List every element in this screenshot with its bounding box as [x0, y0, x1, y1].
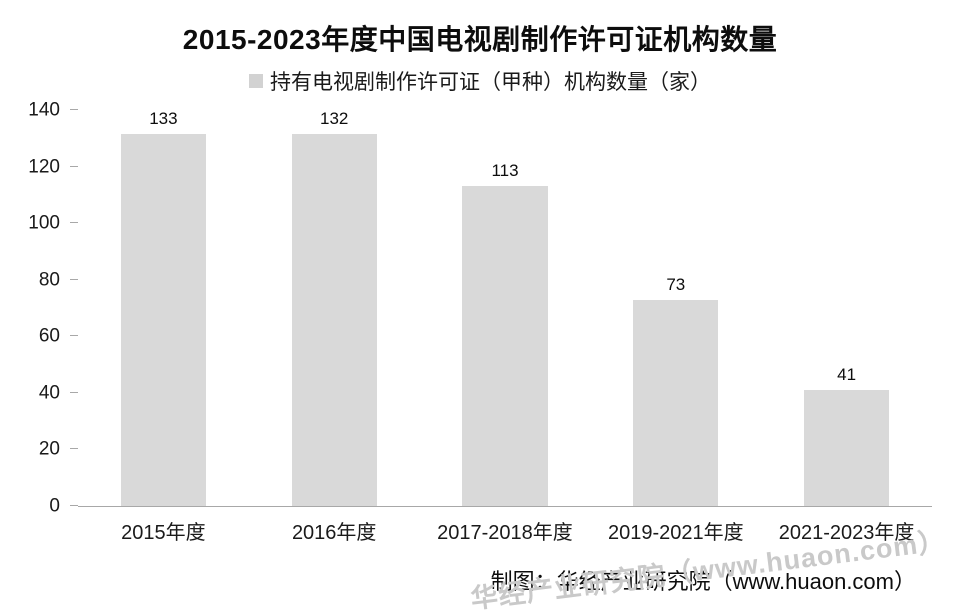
y-axis-tick	[70, 109, 78, 110]
plot-area: 133 132 113 73 41 0 20 40 60 80 100 120 140	[28, 101, 932, 516]
bar-group: 113	[420, 110, 591, 506]
chart-title: 2015-2023年度中国电视剧制作许可证机构数量	[182, 24, 778, 55]
legend: 持有电视剧制作许可证（甲种）机构数量（家）	[0, 66, 960, 96]
bar-group: 132	[249, 110, 420, 506]
y-axis-tick	[70, 448, 78, 450]
bar	[120, 134, 207, 506]
y-axis-label: 60	[38, 325, 60, 347]
bar-value-label: 73	[666, 274, 686, 294]
bar-group: 73	[590, 110, 761, 506]
x-axis-label: 2021-2023年度	[778, 522, 915, 544]
bar	[633, 299, 719, 506]
legend-swatch-icon	[249, 74, 263, 88]
y-axis-label: 20	[38, 438, 60, 460]
bar	[291, 134, 377, 506]
y-axis-tick	[70, 278, 78, 280]
bar-value-label: 132	[320, 109, 349, 128]
y-axis-tick	[70, 165, 78, 167]
x-axis: 2015年度 2016年度 2017-2018年度 2019-2021年度 2021-2…	[78, 507, 932, 545]
legend-label: 持有电视剧制作许可证（甲种）机构数量（家）	[270, 71, 711, 94]
x-axis-label: 2019-2021年度	[607, 522, 744, 544]
bar	[803, 390, 890, 506]
bar-value-label: 113	[491, 161, 519, 181]
y-axis-tick	[70, 391, 78, 393]
bars: 133 132 113 73 41	[78, 110, 932, 506]
x-axis-label: 2015年度	[121, 522, 206, 544]
bar-value-label: 133	[149, 109, 178, 128]
source-caption: 制图：华经产业研究院（www.huaon.com）	[490, 569, 916, 594]
y-axis-label: 140	[28, 99, 60, 121]
y-axis-label: 40	[38, 382, 60, 404]
y-axis-tick	[70, 222, 78, 224]
bar-value-label: 41	[837, 365, 857, 385]
y-axis-label: 0	[49, 495, 60, 517]
bar	[462, 186, 548, 506]
x-axis-label: 2017-2018年度	[437, 522, 573, 544]
bar-group: 133	[78, 110, 249, 506]
bar-group: 41	[761, 110, 932, 506]
x-axis-label: 2016年度	[291, 522, 377, 544]
y-axis-tick	[70, 335, 78, 337]
y-axis-tick	[70, 505, 78, 506]
y-axis-label: 80	[38, 269, 60, 291]
y-axis-label: 120	[28, 156, 60, 178]
y-axis-label: 100	[28, 212, 60, 234]
